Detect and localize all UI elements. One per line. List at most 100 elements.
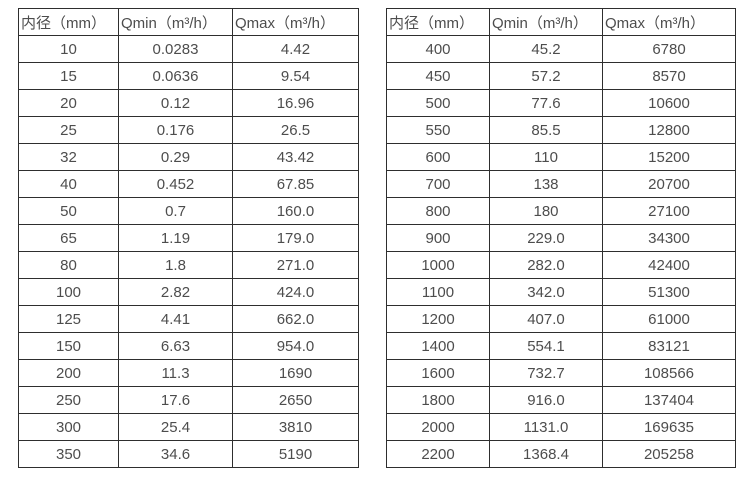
table-cell: 65 <box>18 224 119 252</box>
table-cell: 20700 <box>602 170 736 198</box>
table-row: 1200 407.0 61000 <box>386 305 736 333</box>
header-row: 内径（mm） Qmin（m³/h） Qmax（m³/h） <box>18 8 359 36</box>
table-row: 1600 732.7 108566 <box>386 359 736 387</box>
table-row: 150 6.63 954.0 <box>18 332 359 360</box>
table-cell: 0.12 <box>118 89 233 117</box>
table-cell: 6.63 <box>118 332 233 360</box>
table-cell: 83121 <box>602 332 736 360</box>
table-cell: 6780 <box>602 35 736 63</box>
table-cell: 42400 <box>602 251 736 279</box>
table-cell: 15 <box>18 62 119 90</box>
table-cell: 34.6 <box>118 440 233 468</box>
table-cell: 27100 <box>602 197 736 225</box>
table-cell: 137404 <box>602 386 736 414</box>
table-cell: 17.6 <box>118 386 233 414</box>
table-cell: 500 <box>386 89 490 117</box>
table-cell: 100 <box>18 278 119 306</box>
table-header-row: 内径（mm） Qmin（m³/h） Qmax（m³/h） <box>386 8 736 36</box>
table-cell: 57.2 <box>489 62 603 90</box>
table-cell: 0.29 <box>118 143 233 171</box>
table-cell: 450 <box>386 62 490 90</box>
table-cell: 350 <box>18 440 119 468</box>
table-cell: 2650 <box>232 386 359 414</box>
table-cell: 9.54 <box>232 62 359 90</box>
table-cell: 2200 <box>386 440 490 468</box>
spec-table-small-diameters: 内径（mm） Qmin（m³/h） Qmax（m³/h） 10 0.0283 4.42 1… <box>18 8 359 468</box>
table-cell: 271.0 <box>232 251 359 279</box>
table-cell: 732.7 <box>489 359 603 387</box>
table-cell: 40 <box>18 170 119 198</box>
table-cell: 169635 <box>602 413 736 441</box>
table-cell: 916.0 <box>489 386 603 414</box>
table-cell: 0.0283 <box>118 35 233 63</box>
table-cell: 32 <box>18 143 119 171</box>
table-cell: 138 <box>489 170 603 198</box>
table-cell: 300 <box>18 413 119 441</box>
table-cell: 1368.4 <box>489 440 603 468</box>
table-cell: 1690 <box>232 359 359 387</box>
table-cell: 229.0 <box>489 224 603 252</box>
table-cell: 800 <box>386 197 490 225</box>
table-row: 15 0.0636 9.54 <box>18 62 359 90</box>
table-row: 2200 1368.4 205258 <box>386 440 736 468</box>
table-cell: 108566 <box>602 359 736 387</box>
table-row: 600 110 15200 <box>386 143 736 171</box>
table-cell: 1400 <box>386 332 490 360</box>
table-row: 50 0.7 160.0 <box>18 197 359 225</box>
table-cell: 900 <box>386 224 490 252</box>
table-cell: 10600 <box>602 89 736 117</box>
table-row: 400 45.2 6780 <box>386 35 736 63</box>
table-row: 450 57.2 8570 <box>386 62 736 90</box>
table-row: 125 4.41 662.0 <box>18 305 359 333</box>
table-cell: 550 <box>386 116 490 144</box>
table-cell: 26.5 <box>232 116 359 144</box>
table-cell: 407.0 <box>489 305 603 333</box>
table-cell: 2000 <box>386 413 490 441</box>
table-row: 20 0.12 16.96 <box>18 89 359 117</box>
table-row: 500 77.6 10600 <box>386 89 736 117</box>
table-cell: 80 <box>18 251 119 279</box>
table-cell: 11.3 <box>118 359 233 387</box>
table-row: 32 0.29 43.42 <box>18 143 359 171</box>
table-cell: 400 <box>386 35 490 63</box>
table-cell: 600 <box>386 143 490 171</box>
table-row: 1100 342.0 51300 <box>386 278 736 306</box>
table-cell: 25 <box>18 116 119 144</box>
table-header-row: 内径（mm） Qmin（m³/h） Qmax（m³/h） <box>18 8 359 36</box>
table-cell: 67.85 <box>232 170 359 198</box>
table-cell: 8570 <box>602 62 736 90</box>
column-header: Qmin（m³/h） <box>118 8 233 36</box>
table-cell: 160.0 <box>232 197 359 225</box>
table-row: 800 180 27100 <box>386 197 736 225</box>
table-cell: 205258 <box>602 440 736 468</box>
table-row: 25 0.176 26.5 <box>18 116 359 144</box>
table-cell: 1000 <box>386 251 490 279</box>
table-cell: 1.8 <box>118 251 233 279</box>
table-cell: 2.82 <box>118 278 233 306</box>
table-row: 1400 554.1 83121 <box>386 332 736 360</box>
table-cell: 77.6 <box>489 89 603 117</box>
column-header: Qmax（m³/h） <box>602 8 736 36</box>
table-cell: 12800 <box>602 116 736 144</box>
table-cell: 1131.0 <box>489 413 603 441</box>
table-cell: 0.7 <box>118 197 233 225</box>
spec-table-large-diameters: 内径（mm） Qmin（m³/h） Qmax（m³/h） 400 45.2 6780 45… <box>386 8 736 468</box>
table-cell: 179.0 <box>232 224 359 252</box>
table-cell: 180 <box>489 197 603 225</box>
table-cell: 20 <box>18 89 119 117</box>
table-cell: 0.0636 <box>118 62 233 90</box>
table-row: 100 2.82 424.0 <box>18 278 359 306</box>
table-cell: 1100 <box>386 278 490 306</box>
table-cell: 0.452 <box>118 170 233 198</box>
table-cell: 25.4 <box>118 413 233 441</box>
table-cell: 1200 <box>386 305 490 333</box>
column-header: 内径（mm） <box>386 8 490 36</box>
column-header: 内径（mm） <box>18 8 119 36</box>
table-row: 1800 916.0 137404 <box>386 386 736 414</box>
table-cell: 51300 <box>602 278 736 306</box>
table-cell: 110 <box>489 143 603 171</box>
table-cell: 5190 <box>232 440 359 468</box>
table-cell: 50 <box>18 197 119 225</box>
table-row: 300 25.4 3810 <box>18 413 359 441</box>
table-cell: 15200 <box>602 143 736 171</box>
